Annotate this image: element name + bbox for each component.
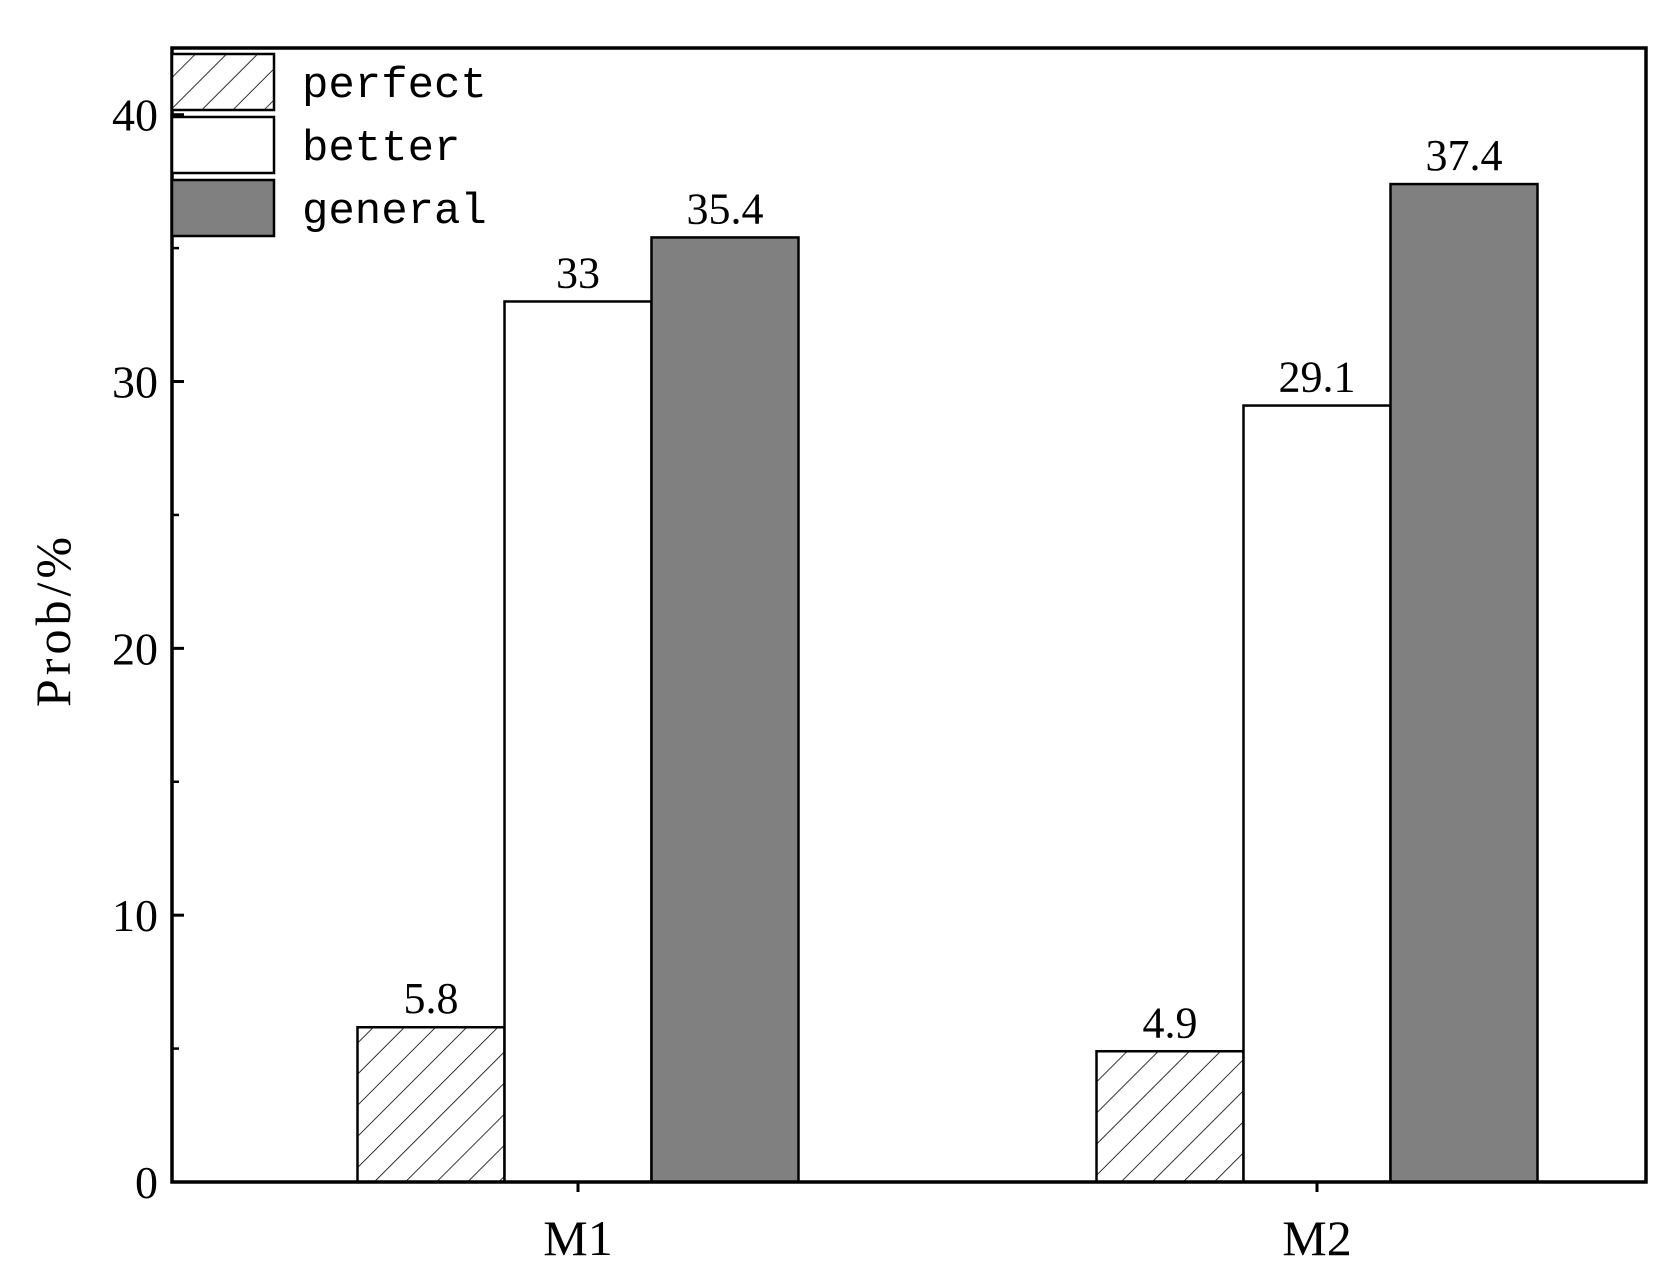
data-label-perfect-M2: 4.9	[1143, 998, 1198, 1047]
legend: perfect better general	[170, 52, 487, 238]
x-tick-label-M1: M1	[543, 1210, 612, 1266]
data-label-general-M2: 37.4	[1426, 131, 1503, 180]
y-tick-label: 40	[112, 90, 158, 141]
legend-swatch-perfect	[170, 52, 276, 112]
y-tick-label: 20	[112, 623, 158, 674]
legend-label-better: better	[302, 124, 460, 174]
y-axis: 0 10 20 30 40	[112, 90, 184, 1208]
y-tick-label: 30	[112, 357, 158, 408]
data-label-better-M1: 33	[556, 248, 600, 297]
bar-perfect-M2	[1095, 1050, 1245, 1184]
y-tick-label: 0	[135, 1157, 158, 1208]
legend-label-general: general	[302, 187, 487, 237]
bar-better-M1	[503, 300, 653, 1184]
plot-area: 5.8 4.9 33 29.1 35.4 37.4	[170, 46, 1648, 1184]
legend-swatch-general	[170, 178, 276, 238]
y-axis-label: Prob/%	[25, 533, 81, 707]
data-label-perfect-M1: 5.8	[404, 974, 459, 1023]
x-axis: M1 M2	[543, 1182, 1352, 1266]
bar-better-M2	[1242, 404, 1392, 1184]
legend-label-perfect: perfect	[302, 61, 487, 111]
y-tick-label: 10	[112, 890, 158, 941]
bar-perfect-M1	[356, 1025, 506, 1184]
x-tick-label-M2: M2	[1282, 1210, 1351, 1266]
bar-general-M2	[1389, 182, 1539, 1184]
plot-frame	[170, 46, 1648, 1184]
bar-general-M1	[650, 236, 800, 1184]
data-label-better-M2: 29.1	[1279, 353, 1356, 402]
legend-swatch-better	[170, 115, 276, 175]
data-label-general-M1: 35.4	[687, 184, 764, 233]
